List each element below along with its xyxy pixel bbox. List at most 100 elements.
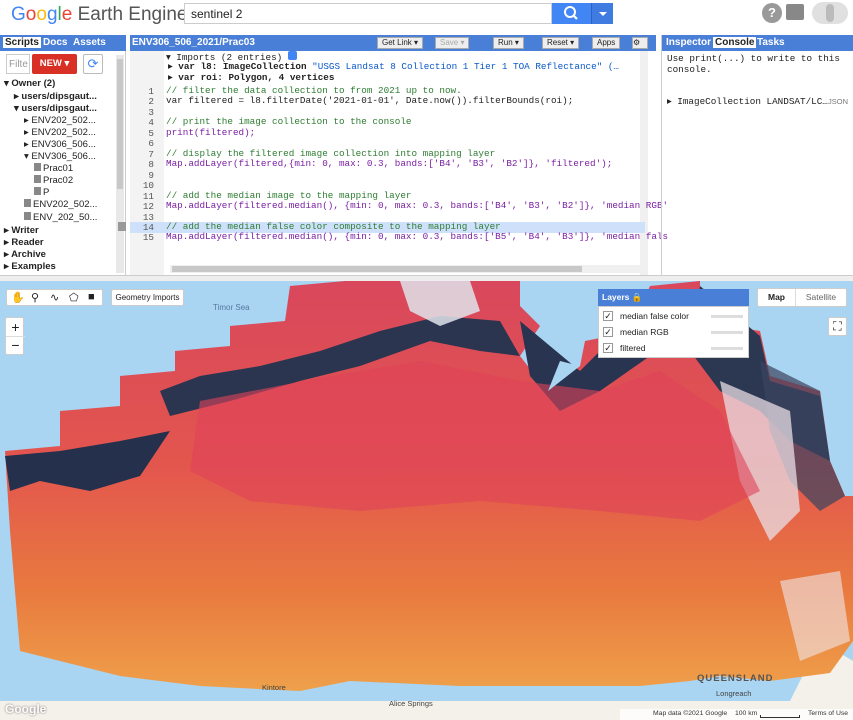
avatar[interactable] — [812, 2, 848, 24]
satellite-button[interactable]: Satellite — [805, 292, 837, 302]
tab-tasks[interactable]: Tasks — [757, 37, 785, 48]
layer-checkbox[interactable]: ✓ — [603, 311, 613, 321]
json-link[interactable]: JSON — [828, 97, 849, 106]
layer-opacity-slider[interactable] — [711, 331, 743, 334]
script-tree-item[interactable]: ▸ ENV306_506... — [24, 139, 96, 150]
tree-scrollbar[interactable] — [116, 55, 124, 273]
map-splitter[interactable] — [0, 275, 853, 281]
code-line[interactable]: Map.addLayer(filtered.median(), {min: 0,… — [166, 200, 669, 211]
editor-hscroll[interactable] — [170, 265, 640, 273]
script-tree-item[interactable]: ▾ users/dipsgaut... — [14, 103, 97, 114]
script-tree-item[interactable]: ▾ ENV306_506... — [24, 151, 96, 162]
polygon-icon[interactable]: ⬠ — [69, 292, 79, 304]
chevron-right-icon[interactable]: ▸ — [168, 61, 179, 72]
rectangle-icon[interactable]: ■ — [88, 291, 95, 303]
lock-icon[interactable]: 🔒 — [631, 292, 643, 302]
tab-inspector[interactable]: Inspector — [666, 37, 712, 48]
zoom-out-button[interactable]: − — [11, 337, 20, 353]
zoom-in-button[interactable]: + — [6, 318, 25, 337]
code-line[interactable]: // add the median false color composite … — [166, 221, 501, 232]
geometry-imports-button[interactable]: Geometry Imports — [111, 289, 184, 306]
file-icon[interactable] — [24, 212, 31, 220]
chevron-right-icon[interactable]: ▸ — [4, 225, 12, 236]
run-button[interactable]: Run ▾ — [493, 37, 524, 49]
terms-link[interactable]: Terms of Use — [808, 710, 849, 717]
map-canvas[interactable]: Timor Sea QUEENSLAND Longreach Kintore A… — [0, 281, 853, 720]
tab-console[interactable]: Console — [713, 37, 757, 48]
fullscreen-icon[interactable]: ⛶ — [828, 317, 847, 336]
hand-icon[interactable]: ✋ — [11, 292, 25, 304]
script-tree-item[interactable]: ▸ Examples — [4, 261, 56, 272]
script-tree-item[interactable]: P — [34, 187, 49, 198]
file-icon[interactable] — [34, 187, 41, 195]
code-line[interactable]: // add the median image to the mapping l… — [166, 190, 412, 201]
info-icon[interactable] — [287, 51, 297, 60]
layer-opacity-slider[interactable] — [711, 347, 743, 350]
error-marker-icon[interactable] — [118, 222, 126, 231]
gear-icon[interactable]: ⚙ — [632, 37, 648, 49]
script-tree-item[interactable]: ▸ Archive — [4, 249, 46, 260]
filter-input[interactable]: Filte — [6, 54, 30, 74]
script-tree-item[interactable]: ▸ ENV202_502... — [24, 115, 96, 126]
script-tree-item[interactable]: ▸ Reader — [4, 237, 44, 248]
import-l8[interactable]: ▸ var l8: ImageCollection "USGS Landsat … — [168, 61, 619, 73]
chevron-right-icon[interactable]: ▸ — [168, 72, 179, 83]
layer-row: ✓ filtered — [603, 342, 745, 356]
file-icon[interactable] — [34, 175, 41, 183]
chevron-down-icon[interactable]: ▾ — [24, 151, 32, 162]
chevron-right-icon[interactable]: ▸ — [14, 91, 22, 102]
chevron-down-icon[interactable]: ▾ — [4, 78, 12, 89]
imports-header[interactable]: ▾ Imports (2 entries) — [166, 51, 297, 64]
layer-opacity-slider[interactable] — [711, 315, 743, 318]
file-icon[interactable] — [34, 163, 41, 171]
layers-header[interactable]: Layers 🔒 — [598, 289, 749, 306]
marker-icon[interactable]: ⚲ — [31, 292, 40, 304]
code-line[interactable]: Map.addLayer(filtered,{min: 0, max: 0.3,… — [166, 158, 613, 169]
chevron-right-icon[interactable]: ▸ — [24, 127, 32, 138]
chevron-down-icon[interactable]: ▾ — [14, 103, 22, 114]
code-line[interactable]: // print the image collection to the con… — [166, 116, 412, 127]
search-input[interactable]: sentinel 2 — [184, 3, 552, 24]
save-button[interactable]: Save ▾ — [435, 37, 470, 49]
code-line[interactable]: Map.addLayer(filtered.median(), {min: 0,… — [166, 231, 669, 242]
chevron-down-icon[interactable]: ▾ — [166, 52, 177, 63]
get-link-button[interactable]: Get Link ▾ — [377, 37, 424, 49]
code-line[interactable]: // filter the data collection to from 20… — [166, 85, 462, 96]
chevron-right-icon[interactable]: ▸ — [4, 237, 12, 248]
script-tree-item[interactable]: ▸ users/dipsgaut... — [14, 91, 97, 102]
editor-vscroll[interactable] — [640, 51, 648, 275]
apps-button[interactable]: Apps — [592, 37, 621, 49]
file-icon[interactable] — [24, 199, 31, 207]
chevron-right-icon[interactable]: ▸ — [4, 261, 12, 272]
script-tree-item[interactable]: ▸ ENV202_502... — [24, 127, 96, 138]
tab-docs[interactable]: Docs — [43, 37, 68, 48]
map-button[interactable]: Map — [758, 289, 796, 306]
script-tree-item[interactable]: ▾ Owner (2) — [4, 78, 55, 89]
refresh-icon[interactable]: ⟳ — [83, 54, 103, 74]
code-line[interactable]: print(filtered); — [166, 127, 256, 138]
tab-scripts[interactable]: Scripts — [3, 37, 41, 48]
line-icon[interactable]: ∿ — [50, 292, 60, 304]
earth-engine-logo[interactable]: Google Earth Engine — [11, 4, 187, 26]
import-roi[interactable]: ▸ var roi: Polygon, 4 vertices — [168, 72, 334, 84]
layer-checkbox[interactable]: ✓ — [603, 327, 613, 337]
script-tree-item[interactable]: ENV_202_50... — [24, 212, 97, 223]
script-tree-item[interactable]: Prac02 — [34, 175, 73, 186]
chevron-right-icon[interactable]: ▸ — [24, 139, 32, 150]
layer-checkbox[interactable]: ✓ — [603, 343, 613, 353]
search-button[interactable] — [552, 3, 591, 24]
notifications-icon[interactable] — [786, 4, 804, 20]
chevron-right-icon[interactable]: ▸ — [4, 249, 12, 260]
chevron-right-icon[interactable]: ▸ — [24, 115, 32, 126]
code-line[interactable]: var filtered = l8.filterDate('2021-01-01… — [166, 95, 574, 106]
new-script-button[interactable]: NEW ▾ — [32, 54, 77, 74]
tab-assets[interactable]: Assets — [73, 37, 106, 48]
help-icon[interactable]: ? — [762, 3, 782, 23]
reset-button[interactable]: Reset ▾ — [542, 37, 580, 49]
search-dropdown-button[interactable] — [591, 3, 613, 24]
console-output-item[interactable]: ▸ ImageCollection LANDSAT/LC… — [667, 96, 828, 107]
script-tree-item[interactable]: ENV202_502... — [24, 199, 97, 210]
code-line[interactable]: // display the filtered image collection… — [166, 148, 496, 159]
script-tree-item[interactable]: Prac01 — [34, 163, 73, 174]
script-tree-item[interactable]: ▸ Writer — [4, 225, 39, 236]
